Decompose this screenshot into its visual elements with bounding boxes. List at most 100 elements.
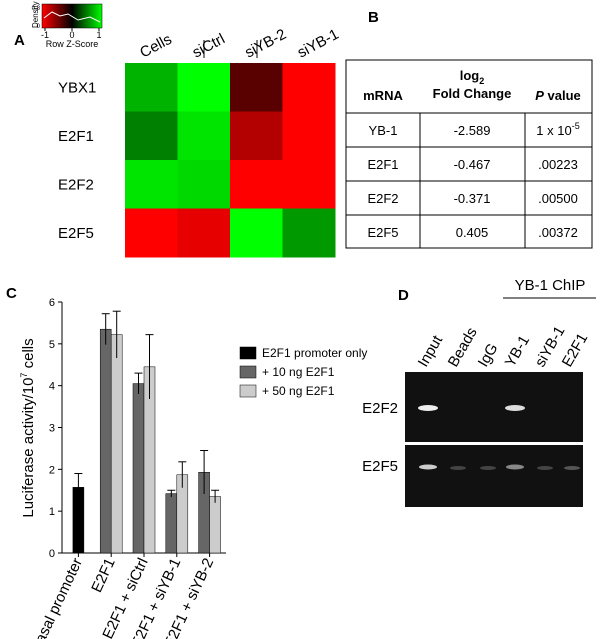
y-tick-label: 2	[49, 464, 55, 476]
y-tick-label: 5	[49, 339, 55, 351]
panel-label: D	[398, 287, 409, 304]
header-text: value	[544, 88, 581, 103]
y-axis-label: Luciferase activity/107 cells	[19, 338, 37, 517]
density-label: Density	[31, 1, 40, 28]
heatmap-cell	[230, 160, 283, 209]
row-label: E2F5	[58, 225, 94, 242]
bar	[165, 493, 178, 554]
panel-label: A	[14, 32, 25, 49]
heatmap-cell	[125, 160, 178, 209]
table-cell: -0.371	[454, 191, 491, 206]
band	[480, 466, 496, 470]
heatmap-cell	[282, 111, 336, 161]
table-cell: .00500	[538, 191, 578, 206]
key-tick-label: 0	[69, 30, 74, 40]
table-header: log2	[460, 68, 485, 86]
heatmap-cell	[177, 160, 231, 209]
heatmap-cell	[125, 63, 178, 112]
gel-row-label: E2F5	[362, 458, 398, 475]
legend-swatch	[239, 346, 257, 360]
y-tick-label: 1	[49, 506, 55, 518]
table-header: mRNA	[363, 88, 403, 103]
lane-label: Input	[415, 332, 447, 370]
header-sub: 2	[479, 76, 484, 86]
heatmap-cell	[282, 63, 336, 112]
heatmap-cell	[125, 208, 178, 258]
row-label: YBX1	[58, 79, 96, 96]
cell-text: .00500	[538, 191, 578, 206]
table-cell: E2F2	[367, 191, 398, 206]
bar	[132, 383, 145, 554]
lane-label: YB-1	[502, 333, 533, 370]
table-cell: -2.589	[454, 123, 491, 138]
band	[564, 466, 580, 470]
density-tick: 0	[37, 24, 41, 30]
table-cell: .00372	[538, 225, 578, 240]
heatmap-cell	[125, 111, 178, 161]
table-cell: E2F5	[367, 225, 398, 240]
table-cell: 1 x 10-5	[536, 121, 579, 138]
cell-text: 1 x 10	[536, 123, 571, 138]
table-header: Fold Change	[433, 86, 512, 101]
table-cell: -0.467	[454, 157, 491, 172]
bar	[209, 496, 221, 554]
heatmap-cell	[282, 208, 336, 258]
heatmap-cell	[177, 208, 231, 258]
cell-text: .00372	[538, 225, 578, 240]
heatmap-cell	[230, 63, 283, 112]
heatmap-cell	[177, 111, 231, 161]
panel-label: B	[368, 9, 379, 26]
heatmap-cell	[230, 208, 283, 258]
heatmap-cell	[177, 63, 231, 112]
x-tick-label: basal promoter	[28, 556, 86, 639]
row-label: E2F1	[58, 128, 94, 145]
band	[537, 466, 553, 470]
band	[418, 405, 438, 411]
cell-sup: -5	[572, 121, 580, 131]
key-tick-label: 1	[96, 30, 101, 40]
table-cell: .00223	[538, 157, 578, 172]
cell-text: .00223	[538, 157, 578, 172]
gel-title: YB-1 ChIP	[515, 277, 586, 294]
y-tick-label: 4	[49, 381, 55, 393]
density-tick: 0.8	[32, 6, 41, 12]
legend-swatch	[239, 384, 257, 398]
band	[419, 464, 437, 470]
table-cell: E2F1	[367, 157, 398, 172]
y-tick-label: 0	[49, 548, 55, 560]
key-tick-label: -1	[41, 30, 49, 40]
band	[506, 464, 524, 470]
panel-label: C	[6, 285, 17, 302]
column-label: siYB-1	[295, 26, 342, 62]
column-label: siCtrl	[190, 30, 228, 61]
table-cell: 0.405	[456, 225, 489, 240]
heatmap-cell	[282, 160, 336, 209]
table-body: YB-1 -2.589 1 x 10-5 E2F1 -0.467 .00223 E2F2 -0…	[367, 121, 579, 240]
gel	[405, 445, 583, 507]
x-tick-label: E2F1	[88, 556, 119, 596]
header-text: log	[460, 68, 480, 83]
lane-label: Beads	[445, 325, 481, 370]
bar	[110, 334, 123, 554]
header-text: P	[535, 88, 544, 103]
y-label-text: Luciferase activity/10	[20, 378, 37, 518]
table-header: P value	[535, 88, 581, 103]
bar	[99, 328, 112, 554]
column-label: Cells	[137, 31, 174, 62]
key-label: Row Z-Score	[46, 39, 99, 49]
density-curve	[43, 11, 101, 23]
legend-label: E2F1 promoter only	[262, 346, 367, 360]
legend-label: + 50 ng E2F1	[262, 384, 335, 398]
table-cell: YB-1	[369, 123, 398, 138]
table-border	[345, 59, 593, 249]
gel-row-label: E2F2	[362, 400, 398, 417]
y-label-sup: 7	[19, 373, 29, 378]
y-tick-label: 3	[49, 423, 55, 435]
y-tick-label: 6	[49, 297, 55, 309]
band	[450, 466, 466, 470]
lane-label: IgG	[475, 341, 502, 370]
legend-label: + 10 ng E2F1	[262, 365, 335, 379]
heatmap-cell	[230, 111, 283, 161]
